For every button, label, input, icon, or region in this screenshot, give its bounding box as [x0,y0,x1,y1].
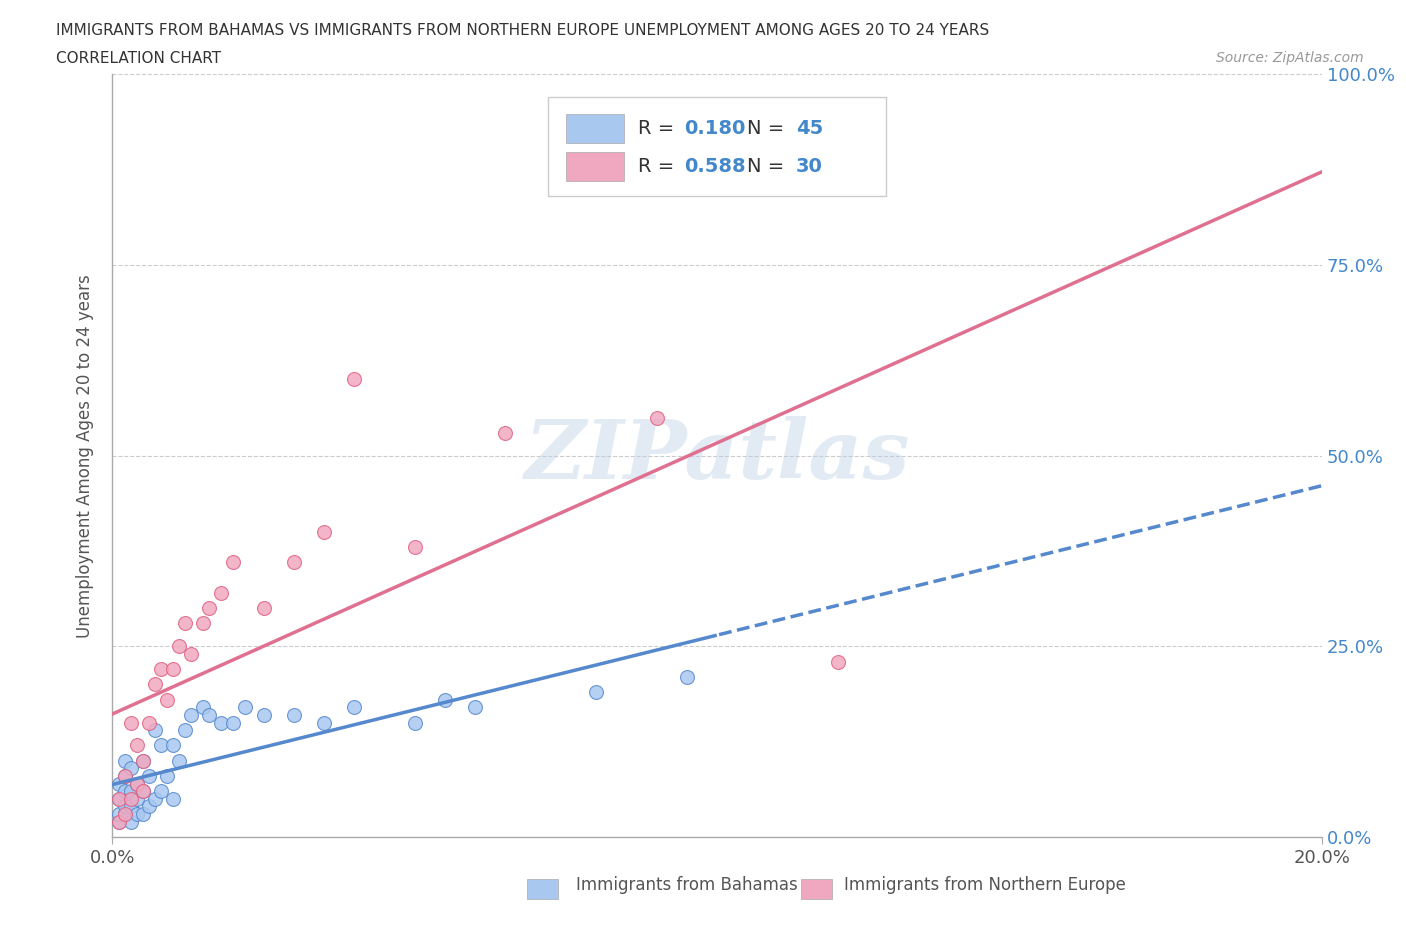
Point [149,784,172,799]
Point [107,791,129,806]
Point [253,708,276,723]
Point [132,753,155,768]
Point [107,777,129,791]
Point [107,815,129,830]
Text: R =: R = [638,119,681,138]
Point [180,708,202,723]
Point [343,372,366,387]
Text: CORRELATION CHART: CORRELATION CHART [56,51,221,66]
Point [314,525,336,539]
Point [125,777,148,791]
Point [180,646,202,661]
Text: Source: ZipAtlas.com: Source: ZipAtlas.com [1216,51,1364,65]
Point [114,768,136,783]
Point [162,662,184,677]
Point [209,586,232,601]
Point [162,738,184,753]
Point [114,753,136,768]
Point [167,753,190,768]
Point [138,768,160,783]
Point [143,723,166,737]
Point [132,806,155,821]
Point [132,784,155,799]
Point [645,410,668,425]
Point [174,616,197,631]
Point [107,815,129,830]
Point [120,761,142,776]
Text: 45: 45 [796,119,823,138]
FancyBboxPatch shape [548,98,886,196]
Text: 0.588: 0.588 [685,157,747,176]
Point [585,684,607,699]
Text: IMMIGRANTS FROM BAHAMAS VS IMMIGRANTS FROM NORTHERN EUROPE UNEMPLOYMENT AMONG AG: IMMIGRANTS FROM BAHAMAS VS IMMIGRANTS FR… [56,23,990,38]
Point [314,715,336,730]
Point [120,799,142,814]
Point [198,601,221,616]
Point [222,555,245,570]
Point [143,791,166,806]
Point [120,715,142,730]
Point [167,639,190,654]
Point [235,700,257,715]
Point [253,601,276,616]
Point [114,768,136,783]
Text: ZIPatlas: ZIPatlas [524,416,910,496]
Point [404,715,426,730]
Text: Immigrants from Bahamas: Immigrants from Bahamas [576,876,799,895]
Point [120,815,142,830]
Point [138,715,160,730]
Point [120,784,142,799]
Point [191,700,214,715]
Text: N =: N = [748,157,790,176]
Point [283,708,305,723]
Point [114,799,136,814]
Text: 30: 30 [796,157,823,176]
Text: N =: N = [748,119,790,138]
Point [125,738,148,753]
Bar [565,153,624,181]
Point [143,677,166,692]
Y-axis label: Unemployment Among Ages 20 to 24 years: Unemployment Among Ages 20 to 24 years [76,273,94,638]
Point [343,700,366,715]
Point [138,799,160,814]
Point [125,791,148,806]
Point [125,806,148,821]
Text: R =: R = [638,157,681,176]
Point [675,670,697,684]
Point [209,715,232,730]
Point [149,738,172,753]
Point [156,768,179,783]
Point [120,791,142,806]
Text: 0.180: 0.180 [685,119,745,138]
Point [404,539,426,554]
Point [191,616,214,631]
Point [174,723,197,737]
Point [827,654,849,669]
Point [132,784,155,799]
Point [132,753,155,768]
Bar [565,114,624,143]
Point [114,806,136,821]
Point [156,692,179,707]
Point [162,791,184,806]
Point [114,806,136,821]
Point [198,708,221,723]
Point [433,692,456,707]
Point [107,791,129,806]
Point [125,777,148,791]
Point [149,662,172,677]
Text: Immigrants from Northern Europe: Immigrants from Northern Europe [844,876,1125,895]
Point [283,555,305,570]
Point [114,784,136,799]
Point [464,700,486,715]
Point [222,715,245,730]
Point [107,806,129,821]
Point [495,425,517,440]
